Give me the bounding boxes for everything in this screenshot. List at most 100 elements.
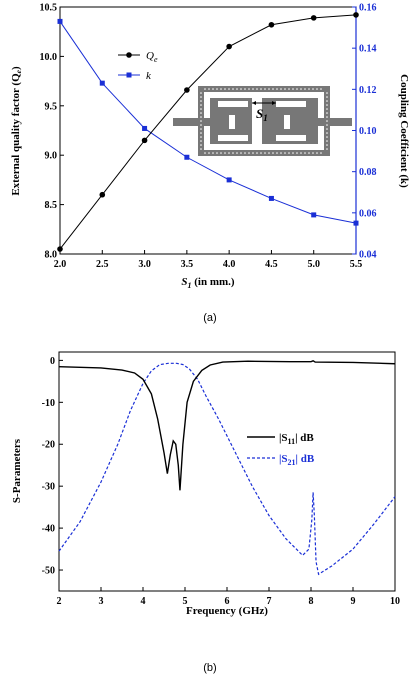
y-axis-label-right-a: Coupling Coefficient (k) [398, 74, 410, 188]
y-tick-label-left-a: 10.0 [40, 52, 58, 63]
via-dot [200, 124, 202, 126]
via-dot [236, 88, 238, 90]
via-dot [244, 152, 246, 154]
via-dot [296, 88, 298, 90]
s1-arrow-head-left [252, 101, 256, 105]
via-dot [252, 88, 254, 90]
x-tick-label-b: 2 [57, 596, 62, 607]
via-dot [200, 140, 202, 142]
y-ticks-right-a: 0.04 0.06 0.08 0.10 0.12 0.14 0.16 [352, 3, 377, 261]
data-point-qe [310, 15, 317, 21]
via-dot [228, 88, 230, 90]
via-dot [292, 152, 294, 154]
via-dot [316, 152, 318, 154]
y-tick-label-left-a: 10.5 [40, 3, 58, 14]
feed-line-right [290, 118, 352, 126]
legend-a: Qe k [118, 50, 158, 82]
y-tick-label-b: -40 [42, 524, 55, 535]
data-point-k [268, 195, 274, 201]
data-point-qe [99, 191, 106, 198]
via-dot [256, 152, 258, 154]
y-tick-label-right-a: 0.12 [359, 85, 377, 96]
y-tick-label-b: 0 [50, 356, 55, 367]
y-tick-label-b: -30 [42, 482, 55, 493]
x-tick-label-b: 3 [99, 596, 104, 607]
legend-k-label: k [146, 70, 152, 82]
data-point-k [99, 80, 105, 86]
via-dot [248, 152, 250, 154]
via-dot [224, 152, 226, 154]
data-point-k [226, 177, 232, 183]
legend-qe-marker [126, 52, 132, 58]
series-line-s11 [58, 360, 396, 491]
via-dot [200, 112, 202, 114]
via-dot [204, 152, 206, 154]
data-point-k [57, 18, 63, 24]
via-dot [268, 152, 270, 154]
via-dot [300, 88, 302, 90]
via-dot [256, 88, 258, 90]
resonator-inset: S1 [173, 86, 352, 156]
x-tick-label-b: 10 [390, 596, 400, 607]
y-tick-label-right-a: 0.06 [359, 208, 377, 219]
via-dot [204, 88, 206, 90]
via-dot [326, 140, 328, 142]
data-point-qe [141, 137, 148, 144]
via-dot [308, 88, 310, 90]
via-dot [200, 148, 202, 150]
x-tick-label-b: 4 [141, 596, 146, 607]
via-dot [260, 152, 262, 154]
data-point-qe [226, 43, 232, 50]
via-dot [326, 92, 328, 94]
via-dot [326, 144, 328, 146]
resonator-gap-left [229, 115, 235, 129]
via-dot [326, 104, 328, 106]
resonator-slot-br [276, 135, 306, 141]
x-ticks-b: 2 3 4 5 6 7 8 9 10 [57, 587, 400, 607]
x-tick-label-b: 5 [183, 596, 188, 607]
y-ticks-b: 0 -10 -20 -30 -40 -50 [42, 356, 63, 577]
y-tick-label-right-a: 0.16 [359, 3, 377, 14]
via-dot [216, 152, 218, 154]
x-tick-label-b: 6 [225, 596, 230, 607]
y-tick-label-right-a: 0.04 [359, 250, 377, 261]
resonator-gap-right [284, 115, 290, 129]
via-dot [280, 88, 282, 90]
via-dot [220, 152, 222, 154]
x-tick-label-a: 5.5 [350, 259, 363, 270]
s1-arrow-head-right [272, 101, 276, 105]
x-tick-label-a: 3.0 [138, 259, 151, 270]
x-tick-label-a: 4.5 [265, 259, 278, 270]
via-dot [200, 136, 202, 138]
x-ticks-a: 2.0 2.5 3.0 3.5 4.0 4.5 5.0 5.5 [54, 250, 363, 270]
data-point-k [184, 154, 190, 160]
s1-inset-label: S1 [256, 106, 268, 123]
via-dot [320, 152, 322, 154]
via-dot [252, 152, 254, 154]
via-dot [288, 152, 290, 154]
via-dot [200, 116, 202, 118]
x-axis-label-b: Frequency (GHz) [186, 605, 268, 617]
via-dot [284, 152, 286, 154]
via-dot [288, 88, 290, 90]
via-dot [232, 88, 234, 90]
y-tick-label-b: -50 [42, 566, 55, 577]
via-dot [292, 88, 294, 90]
legend-s11-label: |S11| dB [279, 432, 314, 446]
x-tick-label-a: 3.5 [181, 259, 194, 270]
data-point-qe [184, 87, 190, 93]
via-dot [326, 108, 328, 110]
via-dot [200, 108, 202, 110]
via-dot [244, 88, 246, 90]
x-tick-label-b: 8 [309, 596, 314, 607]
legend-k-marker [126, 72, 132, 78]
via-dot [200, 92, 202, 94]
via-dot [248, 88, 250, 90]
resonator-slot-bl [218, 135, 248, 141]
via-dot [260, 88, 262, 90]
data-point-qe [57, 246, 63, 252]
via-dot [208, 88, 210, 90]
y-tick-label-right-a: 0.10 [359, 126, 377, 137]
resonator-slot-tr [276, 101, 306, 107]
